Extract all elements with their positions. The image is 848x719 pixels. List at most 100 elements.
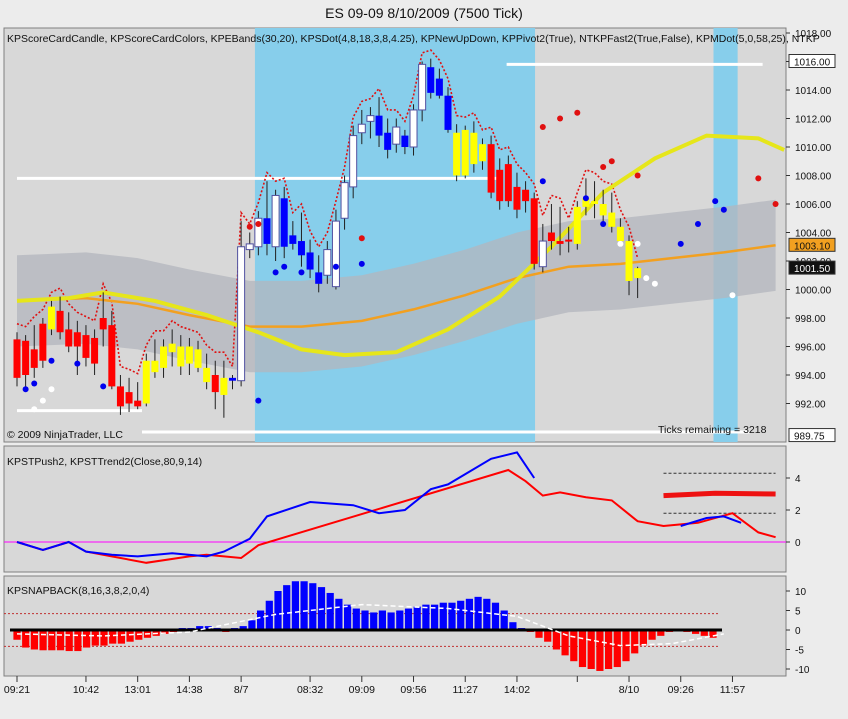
signal-dot [298,269,305,276]
candle-body [340,182,349,219]
candle [160,339,168,378]
candle [125,377,133,413]
snapback-bar [692,630,700,634]
snapback-bar [283,585,291,630]
snapback-bar [474,596,482,630]
snapback-bar [126,630,134,642]
candle [625,235,633,296]
candle-body [99,318,107,330]
signal-dot [31,406,38,413]
candle [297,212,305,267]
snapback-bar [361,610,369,630]
candle-body [470,132,478,165]
signal-dot [582,195,589,202]
candle [556,206,564,256]
signal-dot [22,386,29,393]
snapback-bar [326,592,334,630]
x-tick-label: 09:21 [4,684,30,696]
candle-body [444,95,452,130]
candle-body [237,246,246,382]
snapback-bar [700,630,708,636]
signal-dot [634,172,641,179]
candle-body [39,323,47,361]
snapback-bar [422,604,430,630]
price-marker [788,237,836,252]
candle [151,339,159,378]
candle [409,104,418,156]
signal-dot [358,260,365,267]
x-tick-label: 11:57 [720,684,746,696]
snapback-bar [561,630,569,656]
candle [461,125,469,179]
candle [134,382,142,410]
snapback-oscillator [16,603,724,647]
snapback-bar [309,583,317,630]
candle [211,360,219,410]
price-marker [788,260,836,275]
snapback-bar [587,630,595,669]
snapback-bar [109,630,117,644]
y-tick-label: 998.00 [795,314,826,325]
snapback-bar [509,622,517,630]
snapback-bar [370,612,378,630]
ticks-remaining-label: Ticks remaining = 3218 [658,424,767,436]
signal-dot [574,109,581,116]
x-tick-label: 13:01 [125,684,151,696]
signal-dot [539,124,546,131]
snapback-bar [709,630,717,638]
candle [289,221,297,250]
candle-body [185,346,193,364]
candle-body [229,377,236,381]
candle-body [168,343,176,353]
candle [245,232,254,259]
signal-dot [720,206,727,213]
candle [13,332,21,387]
candle [547,204,555,250]
snapback-bar [74,630,82,652]
candle [608,192,616,233]
candle-body [125,392,133,404]
x-tick-label: 09:56 [400,684,426,696]
snapback-bar [265,600,273,630]
signal-dot [332,263,339,270]
candle [30,325,38,378]
x-tick-label: 09:09 [349,684,375,696]
candle-body [599,204,607,216]
candle-body [280,198,288,247]
candle-body [530,198,538,264]
candle [177,335,185,375]
candle-body [538,240,547,268]
snapback-bar [48,630,56,651]
x-tick-label: 11:27 [452,684,478,696]
candle-body [47,306,55,330]
candle-body [142,360,150,404]
snapback-bar [56,630,65,651]
snapback-bar [39,630,47,651]
candle [384,118,392,159]
snapback-bar [65,630,73,652]
signal-dot [600,163,607,170]
x-tick-label: 10:42 [73,684,99,696]
snapback-bar [291,581,299,630]
price-marker [788,54,836,68]
snapback-bar [613,630,621,668]
candle-body [453,132,461,176]
candle-body [73,332,81,347]
candle-body [263,218,271,244]
y-tick-label: 1010.00 [795,143,832,154]
candle [56,296,64,340]
snapback-bar [578,630,587,668]
price-marker-label: 989.75 [794,432,825,443]
dotted-stop-trail [16,49,639,375]
snapback-bar [404,608,413,630]
panel-3 [3,575,787,677]
candle-body [547,232,555,242]
y-tick-label: 10 [795,587,807,598]
snapback-bar [161,630,169,634]
snapback-bar [648,630,656,640]
candle-body [616,226,624,242]
snapback-bar [544,630,552,642]
y-tick-label: 1018.00 [795,29,832,40]
candle [99,292,107,347]
